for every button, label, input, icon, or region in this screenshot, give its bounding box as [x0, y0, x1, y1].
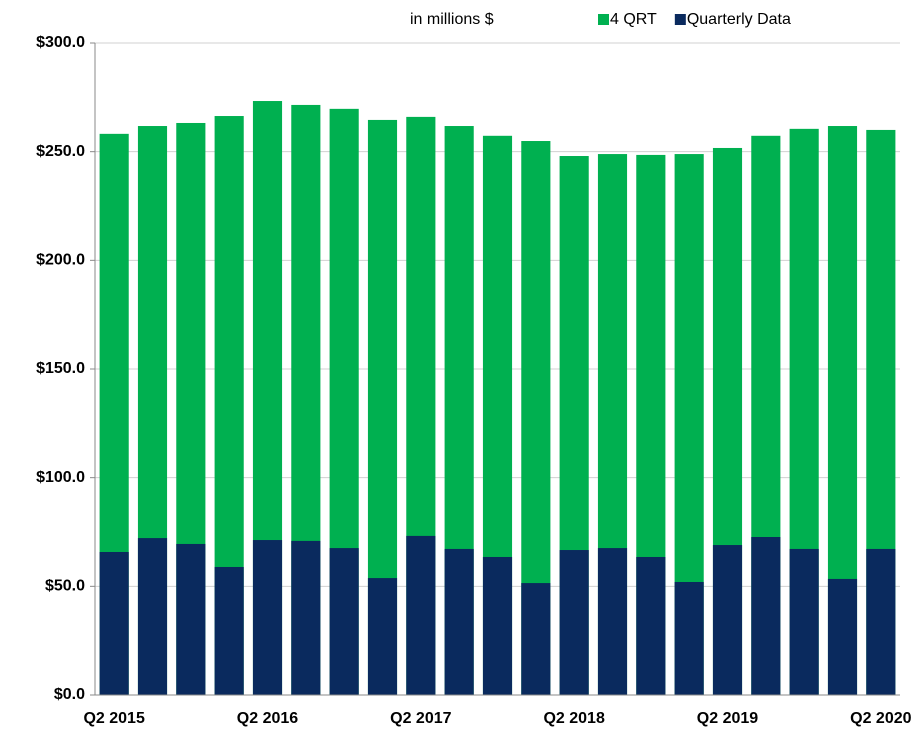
bar — [712, 545, 743, 695]
bar — [406, 535, 436, 695]
y-tick-label: $300.0 — [36, 34, 85, 51]
legend-label: Quarterly Data — [687, 11, 791, 28]
bar — [674, 581, 704, 695]
x-tick-label: Q2 2019 — [697, 710, 758, 727]
bar — [789, 548, 819, 695]
annotation: in millions $ — [410, 11, 494, 28]
bar — [559, 550, 589, 695]
bar — [597, 548, 628, 695]
bar — [137, 538, 168, 695]
legend-swatch — [598, 14, 609, 25]
bar — [751, 536, 781, 695]
x-tick-label: Q2 2017 — [390, 710, 451, 727]
y-tick-label: $200.0 — [36, 252, 85, 269]
x-tick-label: Q2 2020 — [850, 710, 911, 727]
bar — [827, 578, 858, 695]
bar — [329, 548, 359, 695]
bar — [252, 540, 283, 695]
y-tick-label: $100.0 — [36, 469, 85, 486]
bar — [866, 548, 896, 695]
bar — [99, 551, 129, 695]
legend-label: 4 QRT — [610, 11, 657, 28]
x-tick-label: Q2 2018 — [543, 710, 604, 727]
bar — [291, 540, 321, 695]
y-tick-label: $150.0 — [36, 360, 85, 377]
bar — [176, 543, 206, 695]
y-tick-label: $250.0 — [36, 143, 85, 160]
legend-swatch — [674, 14, 686, 25]
y-tick-label: $0.0 — [54, 686, 85, 703]
bar — [636, 556, 666, 695]
x-tick-label: Q2 2015 — [83, 710, 144, 727]
x-tick-label: Q2 2016 — [237, 710, 298, 727]
bar — [482, 556, 513, 695]
bar — [367, 578, 398, 695]
bar — [521, 583, 551, 695]
bar — [214, 566, 244, 695]
bar — [444, 548, 474, 695]
y-tick-label: $50.0 — [45, 578, 85, 595]
